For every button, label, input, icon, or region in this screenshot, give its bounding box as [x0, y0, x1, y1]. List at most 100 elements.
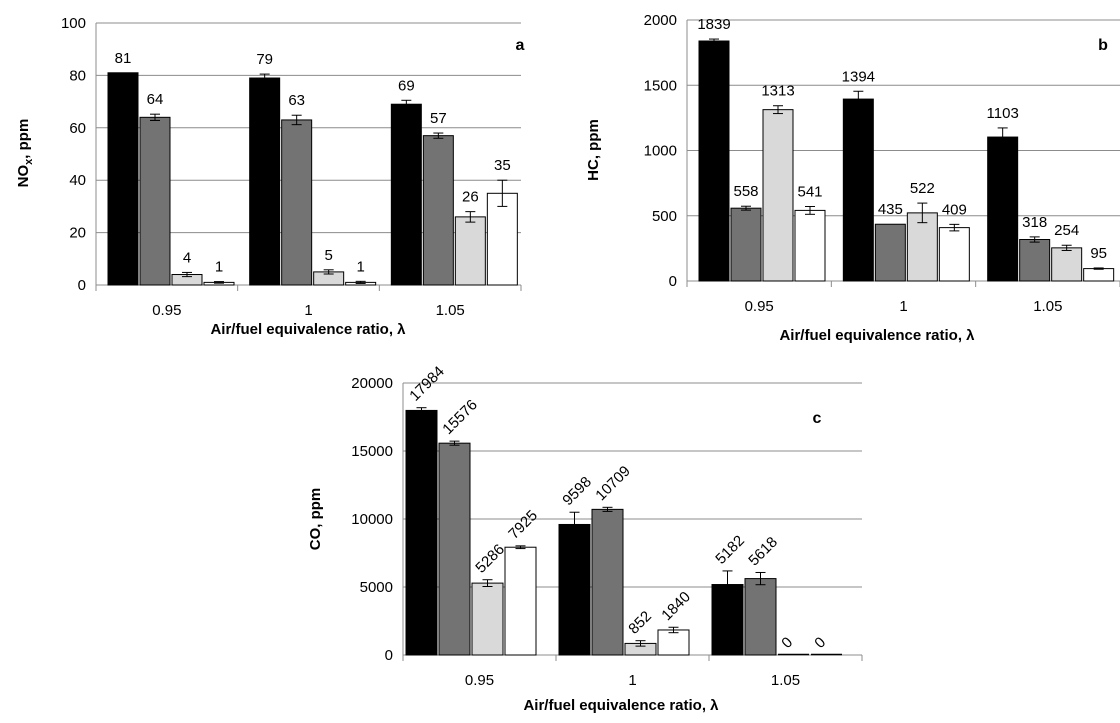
- x-tick-label: 1: [899, 298, 907, 315]
- x-tick-label: 0.95: [152, 302, 181, 319]
- panel-letter: c: [813, 410, 822, 427]
- y-tick-label: 15000: [351, 443, 393, 460]
- data-label: 5: [324, 247, 332, 264]
- bar: [1051, 247, 1083, 282]
- y-tick-label: 100: [61, 15, 86, 32]
- bar: [558, 523, 591, 656]
- bar: [698, 40, 730, 282]
- data-label: 5182: [712, 532, 748, 568]
- data-label: 0: [811, 634, 829, 652]
- data-label: 1: [356, 258, 364, 275]
- y-tick-label: 1500: [644, 77, 677, 94]
- bar: [249, 77, 281, 286]
- chart-panel-a: 0 20 40 60 80 100 0.95 1 1.05 81 64 4 1 79 63 5 1 69 57 26 3…: [15, 15, 525, 338]
- bar: [486, 192, 518, 286]
- data-label: 541: [797, 183, 822, 200]
- x-tick-label: 1.05: [1033, 298, 1062, 315]
- data-label: 852: [625, 608, 655, 638]
- bar: [504, 546, 537, 656]
- data-label: 15576: [439, 396, 481, 438]
- data-label: 1313: [761, 83, 794, 100]
- data-label: 318: [1022, 214, 1047, 231]
- y-axis-label-main: NO: [15, 164, 32, 187]
- bar: [471, 582, 504, 656]
- data-label: 57: [430, 110, 447, 127]
- y-axis-label-sub: x: [23, 158, 35, 165]
- x-tick-label: 1.05: [771, 672, 800, 689]
- bar: [422, 135, 454, 286]
- bar: [938, 227, 970, 282]
- y-axis-label: CO, ppm: [307, 488, 324, 551]
- y-axis-label: HC, ppm: [585, 119, 602, 181]
- data-label: 558: [733, 183, 758, 200]
- data-label: 409: [942, 201, 967, 218]
- y-tick-label: 0: [669, 273, 677, 290]
- bar: [762, 109, 794, 282]
- x-axis-label: Air/fuel equivalence ratio, λ: [210, 321, 406, 338]
- data-label: 9598: [559, 473, 595, 509]
- y-tick-label: 10000: [351, 511, 393, 528]
- bar: [987, 136, 1019, 282]
- y-tick-label: 500: [652, 208, 677, 225]
- bar: [139, 116, 171, 286]
- bar: [405, 409, 438, 656]
- data-label: 17984: [406, 363, 448, 405]
- data-label: 5286: [472, 541, 508, 577]
- x-tick-label: 1.05: [436, 302, 465, 319]
- y-tick-label: 2000: [644, 12, 677, 29]
- y-tick-label: 20: [69, 225, 86, 242]
- data-label: 95: [1090, 245, 1107, 262]
- x-tick-label: 1: [628, 672, 636, 689]
- bar: [906, 212, 938, 282]
- y-tick-label: 0: [78, 277, 86, 294]
- bar: [842, 98, 874, 282]
- data-label: 1: [215, 259, 223, 276]
- data-label: 1103: [987, 105, 1019, 122]
- y-tick-label: 80: [69, 67, 86, 84]
- y-tick-label: 20000: [351, 375, 393, 392]
- bar: [438, 442, 471, 656]
- data-label: 64: [147, 91, 164, 108]
- y-tick-label: 5000: [360, 579, 393, 596]
- bar: [1083, 268, 1115, 282]
- y-tick-label: 0: [385, 647, 393, 664]
- x-axis-label: Air/fuel equivalence ratio, λ: [779, 327, 975, 344]
- data-label: 254: [1054, 222, 1079, 239]
- data-label: 63: [288, 92, 305, 109]
- bar: [730, 207, 762, 282]
- data-label: 1840: [658, 588, 694, 624]
- bar: [107, 72, 139, 286]
- data-label: 1394: [842, 68, 875, 85]
- bar: [794, 209, 826, 282]
- x-tick-label: 0.95: [465, 672, 494, 689]
- bar: [390, 103, 422, 286]
- panel-letter: b: [1098, 37, 1108, 54]
- y-tick-label: 1000: [644, 143, 677, 160]
- data-label: 81: [115, 50, 132, 67]
- bar: [591, 508, 624, 656]
- chart-panel-b: 0 500 1000 1500 2000 0.95 1 1.05 1839 558 1313 541 1…: [585, 12, 1120, 344]
- bar: [454, 216, 486, 286]
- data-label: 522: [910, 180, 935, 197]
- bar: [281, 119, 313, 286]
- bar: [657, 629, 690, 656]
- data-label: 1839: [697, 16, 730, 33]
- panel-letter: a: [516, 37, 525, 54]
- data-label: 35: [494, 157, 511, 174]
- data-label: 10709: [592, 463, 634, 505]
- x-axis-label: Air/fuel equivalence ratio, λ: [523, 697, 719, 714]
- y-tick-label: 60: [69, 120, 86, 137]
- data-label: 435: [878, 201, 903, 218]
- data-label: 26: [462, 189, 479, 206]
- x-tick-label: 1: [304, 302, 312, 319]
- data-label: 79: [256, 51, 273, 68]
- y-tick-label: 40: [69, 172, 86, 189]
- bar: [874, 223, 906, 282]
- bar: [1019, 239, 1051, 282]
- data-label: 0: [778, 634, 796, 652]
- y-axis-label-suffix: , ppm: [15, 119, 32, 159]
- bar: [744, 578, 777, 656]
